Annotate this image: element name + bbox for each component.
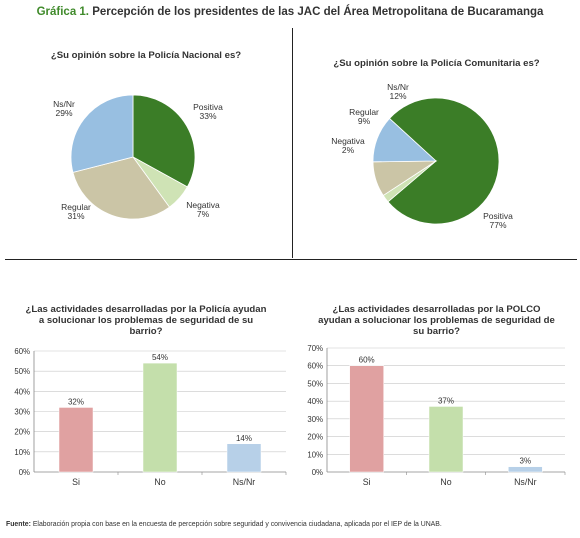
bar-value-label: 37% (438, 396, 454, 405)
bar-ns-nr (226, 443, 262, 473)
pie-label-positiva: Positiva (483, 211, 513, 221)
pie-value-label-positiva: 77% (489, 220, 506, 230)
pie-value-label-ns-nr: 12% (389, 91, 406, 101)
pie-value-label-ns-nr: 29% (55, 108, 72, 118)
y-tick-label: 30% (14, 408, 30, 417)
x-tick-label: Ns/Nr (233, 477, 256, 487)
bar-no (428, 406, 464, 473)
bar-no (142, 362, 178, 473)
source-text: Elaboración propia con base en la encues… (32, 521, 442, 528)
pie-value-label-negativa: 7% (197, 209, 210, 219)
pie-slice-positiva (387, 97, 500, 225)
figure-lead: Gráfica 1. (36, 6, 89, 18)
source-label: Fuente: (6, 521, 31, 528)
pie-value-label-regular: 9% (358, 116, 371, 126)
bar-value-label: 14% (236, 434, 252, 443)
bar-chart-polco: ¿Las actividades desarrolladas por la PO… (293, 262, 580, 518)
y-tick-label: 10% (14, 448, 30, 457)
divider-vertical (292, 28, 293, 258)
pie-chart-title: ¿Su opinión sobre la Policía Comunitaria… (333, 58, 540, 69)
y-tick-label: 50% (307, 379, 323, 388)
pie-chart-policia-nacional: ¿Su opinión sobre la Policía Nacional es… (0, 30, 292, 258)
pie-slice-ns-nr (372, 117, 438, 163)
bar-value-label: 54% (152, 353, 168, 362)
bar-chart-policia: ¿Las actividades desarrolladas por la Po… (0, 262, 292, 518)
pie-slice-ns-nr (70, 94, 134, 173)
x-tick-label: No (154, 477, 165, 487)
y-tick-label: 0% (19, 468, 30, 477)
figure-title: Gráfica 1. Percepción de los presidentes… (0, 6, 580, 18)
pie-slice-regular (72, 156, 171, 220)
y-tick-label: 60% (307, 362, 323, 371)
pie-label-positiva: Positiva (193, 102, 223, 112)
y-tick-label: 50% (14, 367, 30, 376)
pie-label-regular: Regular (349, 107, 379, 117)
bar-chart-title: ¿Las actividades desarrolladas por la Po… (25, 304, 267, 337)
divider-horizontal (5, 259, 577, 260)
y-tick-label: 20% (14, 428, 30, 437)
pie-value-label-regular: 31% (67, 211, 84, 221)
pie-slice-positiva (132, 94, 196, 188)
y-tick-label: 40% (307, 397, 323, 406)
y-tick-label: 70% (307, 344, 323, 353)
bar-chart-svg: 0% 10% 20% 30% 40% 50% 60% 32% Si 54% No 14% Ns/Nr (14, 347, 287, 487)
pie-chart-title: ¿Su opinión sobre la Policía Nacional es… (50, 50, 242, 61)
bar-chart-svg: 0% 10% 20% 30% 40% 50% 60% 70% 60% Si 37% No 3% Ns/Nr (307, 344, 566, 487)
bar-si (349, 365, 384, 473)
pie-value-label-negativa: 2% (342, 145, 355, 155)
bar-ns-nr (508, 466, 543, 473)
pie-chart-policia-comunitaria: ¿Su opinión sobre la Policía Comunitaria… (293, 30, 580, 258)
y-tick-label: 0% (312, 468, 323, 477)
figure-title-text: Percepción de los presidentes de las JAC… (92, 6, 544, 18)
y-tick-label: 10% (307, 450, 323, 459)
y-tick-label: 30% (307, 415, 323, 424)
y-tick-label: 40% (14, 387, 30, 396)
y-tick-label: 60% (14, 347, 30, 356)
x-tick-label: No (440, 477, 451, 487)
pie-label-regular: Regular (61, 202, 91, 212)
y-tick-label: 20% (307, 433, 323, 442)
bar-si (58, 407, 94, 473)
pie-label-negativa: Negativa (186, 200, 220, 210)
x-tick-label: Si (363, 477, 371, 487)
bar-value-label: 3% (520, 457, 532, 466)
source-note: Fuente: Elaboración propia con base en l… (6, 521, 442, 528)
x-tick-label: Ns/Nr (514, 477, 537, 487)
bar-value-label: 32% (68, 397, 84, 406)
x-tick-label: Si (72, 477, 80, 487)
pie-label-ns-nr: Ns/Nr (387, 82, 409, 92)
bar-value-label: 60% (359, 356, 375, 365)
pie-label-ns-nr: Ns/Nr (53, 99, 75, 109)
bar-chart-title: ¿Las actividades desarrolladas por la PO… (318, 304, 555, 337)
pie-value-label-positiva: 33% (199, 111, 216, 121)
pie-label-negativa: Negativa (331, 136, 365, 146)
